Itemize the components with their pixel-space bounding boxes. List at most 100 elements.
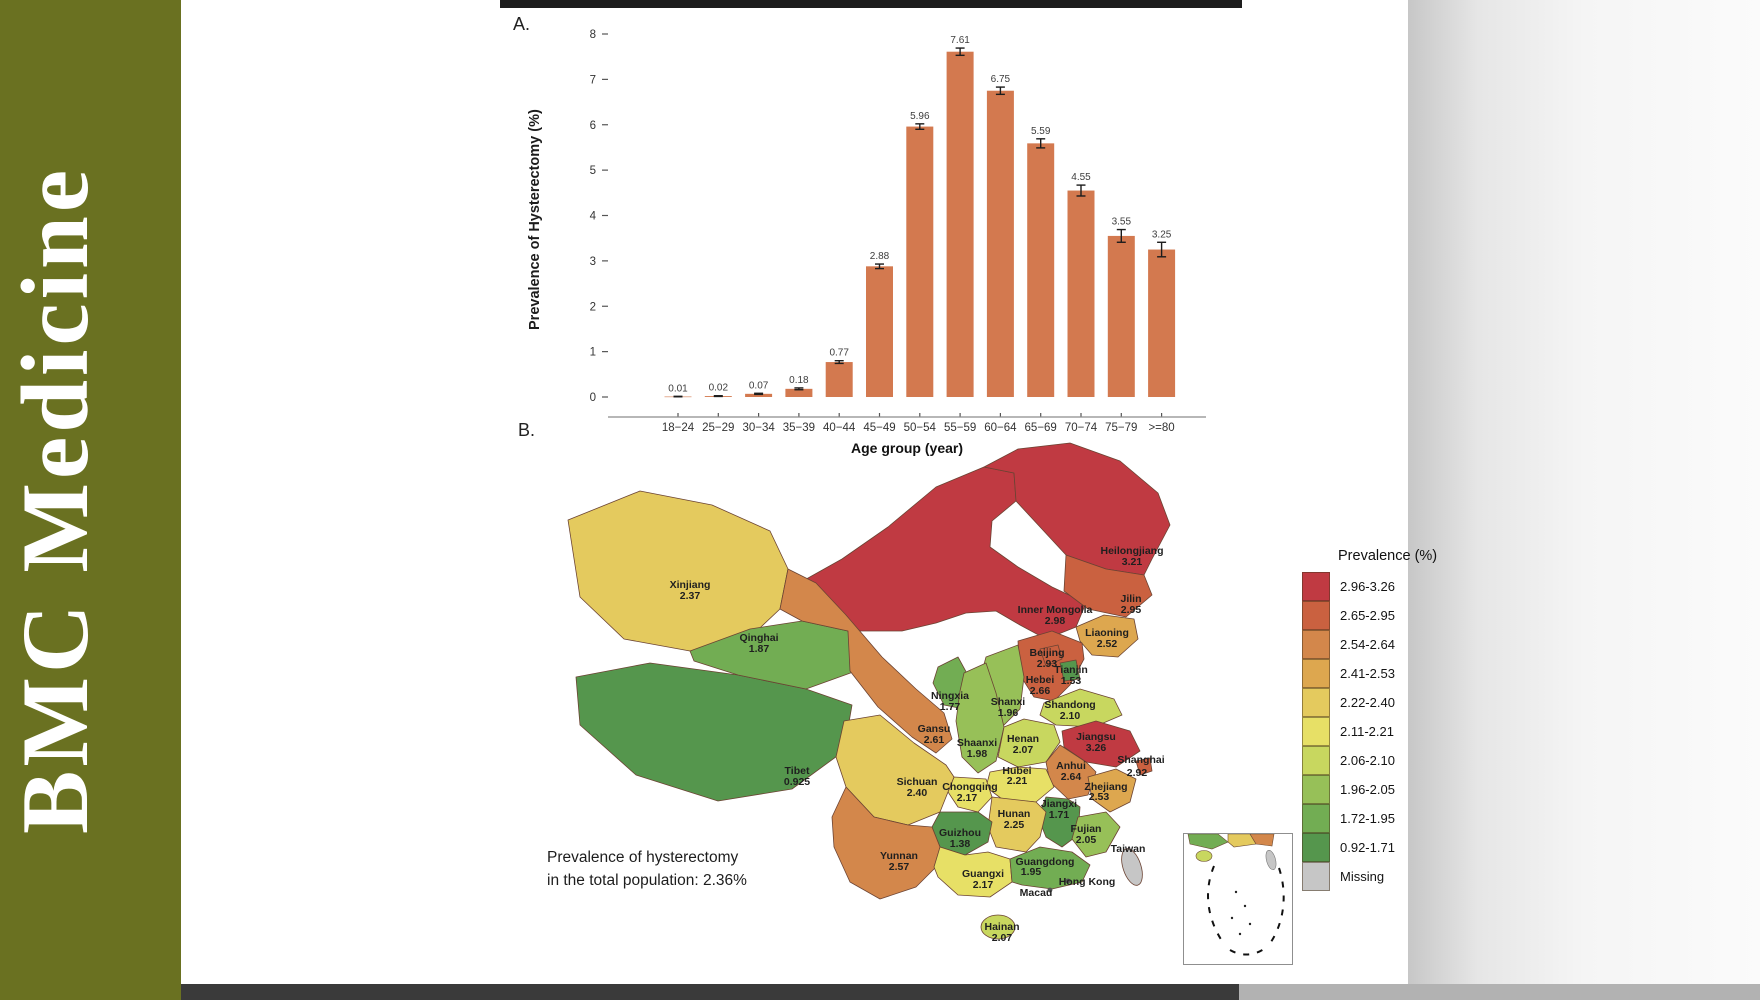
inset-island-dot bbox=[1238, 932, 1242, 936]
x-tick-label: 35−39 bbox=[783, 422, 815, 434]
map-value-shaanxi: 1.98 bbox=[967, 748, 988, 760]
bar-70−74 bbox=[1067, 190, 1095, 397]
province-xinjiang bbox=[567, 490, 789, 652]
y-tick-label: 7 bbox=[590, 74, 596, 86]
province-beijing bbox=[1039, 644, 1063, 667]
map-value-shanghai: 2.92 bbox=[1127, 767, 1148, 779]
map-value-hubei: 2.21 bbox=[1007, 775, 1028, 787]
y-tick-label: 2 bbox=[590, 301, 596, 313]
legend-row-2.11-2.21: 2.11-2.21 bbox=[1302, 716, 1437, 746]
province-heilongjiang bbox=[983, 442, 1171, 576]
x-tick-label: 70−74 bbox=[1065, 422, 1098, 434]
legend-row-missing: Missing bbox=[1302, 861, 1437, 891]
page-edge-shadow bbox=[1408, 0, 1760, 1000]
y-tick-label: 8 bbox=[590, 29, 596, 41]
legend-row-1.96-2.05: 1.96-2.05 bbox=[1302, 774, 1437, 804]
legend-label: 2.41-2.53 bbox=[1340, 666, 1395, 681]
x-tick-label: 45−49 bbox=[863, 422, 895, 434]
province-taiwan bbox=[1121, 848, 1143, 886]
map-value-hainan: 2.07 bbox=[992, 932, 1013, 944]
inset-dash-line-east bbox=[1270, 867, 1285, 943]
south-china-sea-inset bbox=[1183, 833, 1293, 965]
province-guangdong bbox=[1009, 846, 1091, 890]
province-shaanxi bbox=[955, 662, 1005, 774]
legend-label: 2.96-3.26 bbox=[1340, 579, 1395, 594]
legend-row-2.65-2.95: 2.65-2.95 bbox=[1302, 600, 1437, 630]
province-yunnan bbox=[831, 786, 941, 900]
china-choropleth-map: Xinjiang 2.37 Tibet 0.925 Qinghai 1.87 Inner M… bbox=[540, 425, 1200, 973]
legend-swatch bbox=[1302, 861, 1330, 891]
legend-swatch bbox=[1302, 600, 1330, 630]
y-tick-label: 3 bbox=[590, 256, 596, 268]
map-label-jilin: Jilin bbox=[1120, 593, 1141, 605]
inset-island-dot bbox=[1243, 904, 1247, 908]
map-label-guizhou: Guizhou bbox=[939, 827, 981, 839]
inset-svg bbox=[1187, 833, 1285, 956]
map-label-zhejiang: Zhejiang bbox=[1084, 781, 1127, 793]
map-value-anhui: 2.64 bbox=[1061, 771, 1082, 783]
map-value-guangdong: 1.95 bbox=[1021, 866, 1042, 878]
map-label-heilongjiang: Heilongjiang bbox=[1101, 545, 1164, 557]
province-hebei bbox=[1017, 630, 1085, 702]
bar-value-label: 4.55 bbox=[1071, 172, 1091, 183]
province-henan bbox=[997, 718, 1061, 768]
map-label-gansu: Gansu bbox=[918, 723, 951, 735]
y-tick-label: 5 bbox=[590, 165, 596, 177]
map-label-xinjiang: Xinjiang bbox=[670, 579, 711, 591]
legend-row-2.22-2.40: 2.22-2.40 bbox=[1302, 687, 1437, 717]
map-value-inner-mongolia: 2.98 bbox=[1045, 615, 1066, 627]
map-value-shandong: 2.10 bbox=[1060, 710, 1081, 722]
legend-swatch bbox=[1302, 716, 1330, 746]
map-value-fujian: 2.05 bbox=[1076, 834, 1097, 846]
map-label-hunan: Hunan bbox=[998, 808, 1031, 820]
map-label-guangxi: Guangxi bbox=[962, 868, 1004, 880]
map-label-inner-mongolia: Inner Mongolia bbox=[1018, 604, 1093, 616]
inset-dash-line-west bbox=[1207, 865, 1225, 945]
legend-label: 2.06-2.10 bbox=[1340, 753, 1395, 768]
map-value-guangxi: 2.17 bbox=[973, 879, 994, 891]
journal-title: BMC Medicine bbox=[2, 166, 108, 835]
bar-40−44 bbox=[825, 362, 853, 397]
province-jilin bbox=[1063, 554, 1153, 618]
province-shandong bbox=[1039, 688, 1123, 728]
legend-swatch bbox=[1302, 803, 1330, 833]
legend-label: Missing bbox=[1340, 869, 1385, 884]
province-shanghai bbox=[1135, 757, 1153, 776]
bar-65−69 bbox=[1027, 143, 1055, 397]
inset-island-dot bbox=[1248, 922, 1252, 926]
legend-label: 1.96-2.05 bbox=[1340, 782, 1395, 797]
bar-45−49 bbox=[866, 266, 893, 397]
x-axis-title: Age group (year) bbox=[851, 440, 963, 456]
bar-75−79 bbox=[1107, 235, 1135, 397]
map-label-taiwan: Taiwan bbox=[1111, 843, 1146, 855]
bar-value-label: 0.02 bbox=[709, 383, 729, 394]
inset-coast-orange bbox=[1249, 833, 1275, 847]
map-label-jiangxi: Jiangxi bbox=[1041, 798, 1077, 810]
map-label-hainan: Hainan bbox=[984, 921, 1019, 933]
legend-label: 2.22-2.40 bbox=[1340, 695, 1395, 710]
map-value-beijing: 2.93 bbox=[1037, 658, 1058, 670]
inset-taiwan bbox=[1265, 849, 1277, 871]
bar-value-label: 0.01 bbox=[668, 383, 688, 394]
bar-value-label: 3.25 bbox=[1152, 229, 1172, 240]
province-gansu bbox=[779, 568, 953, 754]
legend-row-2.54-2.64: 2.54-2.64 bbox=[1302, 629, 1437, 659]
panel-b-label: B. bbox=[518, 420, 536, 440]
legend-row-1.72-1.95: 1.72-1.95 bbox=[1302, 803, 1437, 833]
journal-banner: BMC Medicine bbox=[0, 0, 181, 1000]
map-label-shanxi: Shanxi bbox=[991, 696, 1026, 708]
map-label-fujian: Fujian bbox=[1071, 823, 1102, 835]
inset-dash-line-south bbox=[1229, 945, 1269, 956]
map-value-hebei: 2.66 bbox=[1030, 685, 1051, 697]
province-zhejiang bbox=[1087, 768, 1137, 813]
province-guangxi bbox=[933, 846, 1013, 898]
map-label-henan: Henan bbox=[1007, 733, 1039, 745]
bar-value-label: 0.77 bbox=[829, 348, 849, 359]
x-tick-label: 40−44 bbox=[823, 422, 856, 434]
y-axis-title: Prevalence of Hysterectomy (%) bbox=[527, 109, 543, 331]
map-value-jiangsu: 3.26 bbox=[1086, 742, 1107, 754]
map-label-yunnan: Yunnan bbox=[880, 850, 918, 862]
legend-row-2.06-2.10: 2.06-2.10 bbox=[1302, 745, 1437, 775]
